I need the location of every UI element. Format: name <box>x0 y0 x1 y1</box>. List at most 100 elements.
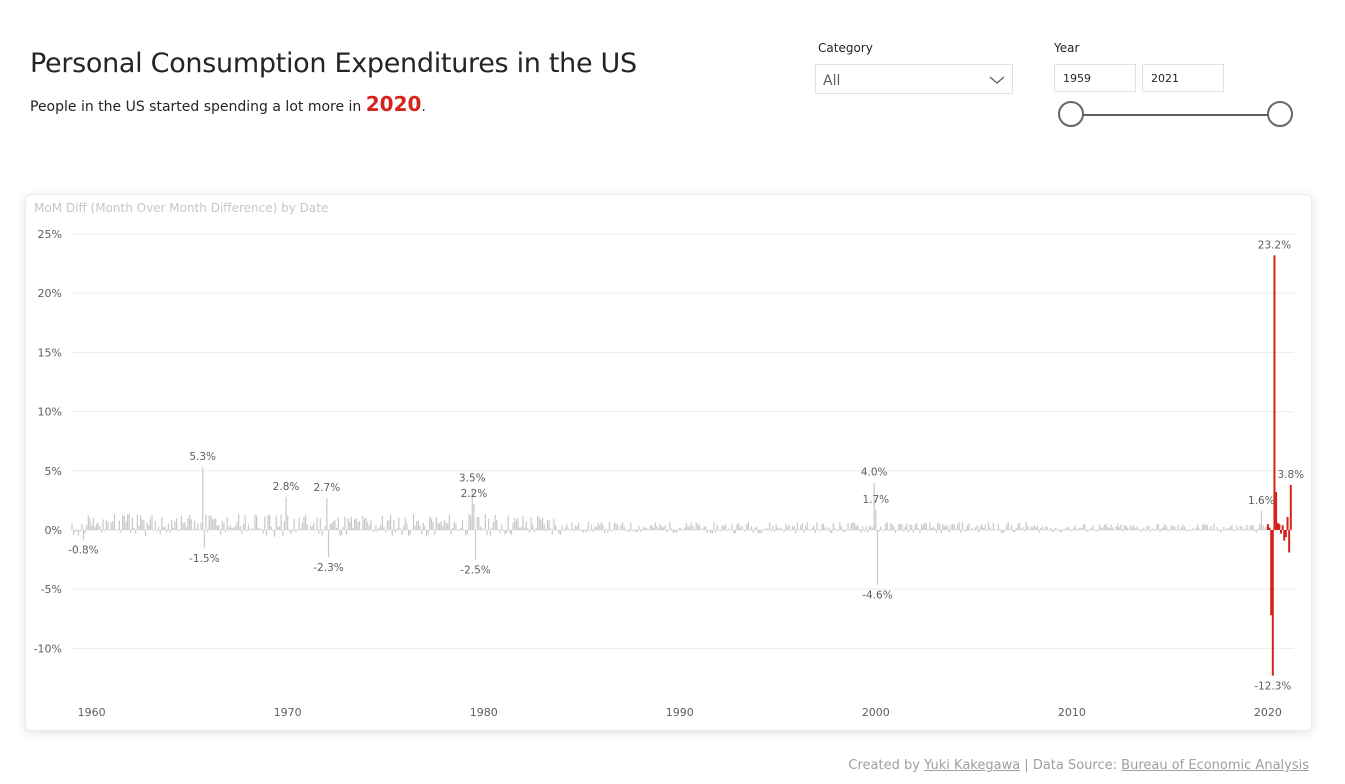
bar <box>929 522 931 530</box>
bar <box>914 524 916 530</box>
year-end-input[interactable] <box>1142 64 1224 92</box>
bar <box>522 515 524 530</box>
bar <box>391 530 393 536</box>
bar <box>406 523 408 530</box>
year-slider-track[interactable] <box>1072 114 1281 116</box>
bar <box>902 530 905 532</box>
year-start-input[interactable] <box>1054 64 1136 92</box>
data-label: 2.8% <box>273 481 300 493</box>
bar <box>207 530 209 533</box>
bar <box>396 528 398 530</box>
bar <box>723 525 725 530</box>
bar <box>298 518 300 530</box>
bar <box>759 530 761 534</box>
bar <box>636 530 638 533</box>
bar <box>919 530 921 534</box>
bar <box>576 526 578 530</box>
bar <box>625 529 627 531</box>
bar <box>273 530 276 537</box>
bar <box>350 516 352 530</box>
bar <box>501 524 503 530</box>
bar <box>920 523 923 530</box>
bar <box>452 528 454 530</box>
bar <box>700 529 702 530</box>
bar <box>86 525 88 530</box>
bar <box>383 527 385 530</box>
bar <box>537 516 539 530</box>
bar <box>644 527 647 530</box>
bar <box>1079 527 1081 530</box>
bar <box>871 527 874 530</box>
bar <box>793 525 795 530</box>
bar <box>543 524 545 530</box>
bar <box>767 528 769 530</box>
bar <box>1095 530 1097 531</box>
bar <box>141 519 143 530</box>
bar <box>448 515 451 530</box>
bar <box>358 521 361 530</box>
x-tick-label: 1990 <box>666 706 694 719</box>
bar <box>755 526 758 530</box>
bar <box>87 515 89 530</box>
bar <box>1015 528 1017 530</box>
bar <box>881 529 883 531</box>
year-label: Year <box>1054 41 1080 55</box>
bar <box>497 528 500 530</box>
year-slider-end-handle[interactable] <box>1267 101 1293 127</box>
bar <box>785 523 787 530</box>
bar <box>894 530 897 533</box>
bar <box>659 523 661 530</box>
bar <box>1170 525 1173 530</box>
category-dropdown[interactable]: All <box>815 64 1013 94</box>
y-tick-label: 25% <box>38 228 62 241</box>
author-link[interactable]: Yuki Kakegawa <box>924 758 1021 773</box>
bar <box>316 517 318 530</box>
bar <box>443 520 446 530</box>
bar <box>891 524 893 530</box>
bar <box>896 530 898 531</box>
bar <box>643 527 645 530</box>
bar <box>533 530 535 533</box>
bar <box>840 526 843 530</box>
bar <box>702 528 704 530</box>
bar <box>607 530 609 533</box>
bar <box>818 529 820 531</box>
bar <box>867 530 869 533</box>
bar <box>1022 527 1024 530</box>
bar <box>1005 525 1008 530</box>
bar <box>618 529 620 531</box>
year-slider-start-handle[interactable] <box>1058 101 1084 127</box>
x-tick-label: 1980 <box>470 706 498 719</box>
bar <box>1064 528 1066 530</box>
bar <box>934 528 936 530</box>
data-label: -0.8% <box>68 544 98 556</box>
bar <box>814 530 816 534</box>
bar <box>870 525 872 530</box>
bar <box>331 522 333 530</box>
bar <box>311 526 313 530</box>
bar <box>517 518 519 530</box>
bar <box>757 530 759 534</box>
bar <box>447 523 449 530</box>
bar <box>899 523 901 530</box>
bar <box>670 528 673 530</box>
bar <box>969 530 972 532</box>
data-source-link[interactable]: Bureau of Economic Analysis <box>1121 758 1309 773</box>
bar <box>1110 524 1112 530</box>
bar <box>1182 524 1184 530</box>
bar <box>1017 523 1019 530</box>
bar <box>801 523 803 530</box>
page-subtitle: People in the US started spending a lot … <box>30 92 426 116</box>
bar <box>710 530 712 534</box>
bar <box>1002 530 1004 534</box>
bar <box>621 522 624 530</box>
bar <box>875 509 877 530</box>
bar <box>231 528 233 530</box>
bar <box>1185 530 1187 532</box>
bar <box>965 530 967 532</box>
bar <box>262 530 264 534</box>
bar <box>1118 527 1120 530</box>
bar <box>123 515 125 530</box>
bar <box>386 520 388 530</box>
bar <box>442 526 444 530</box>
